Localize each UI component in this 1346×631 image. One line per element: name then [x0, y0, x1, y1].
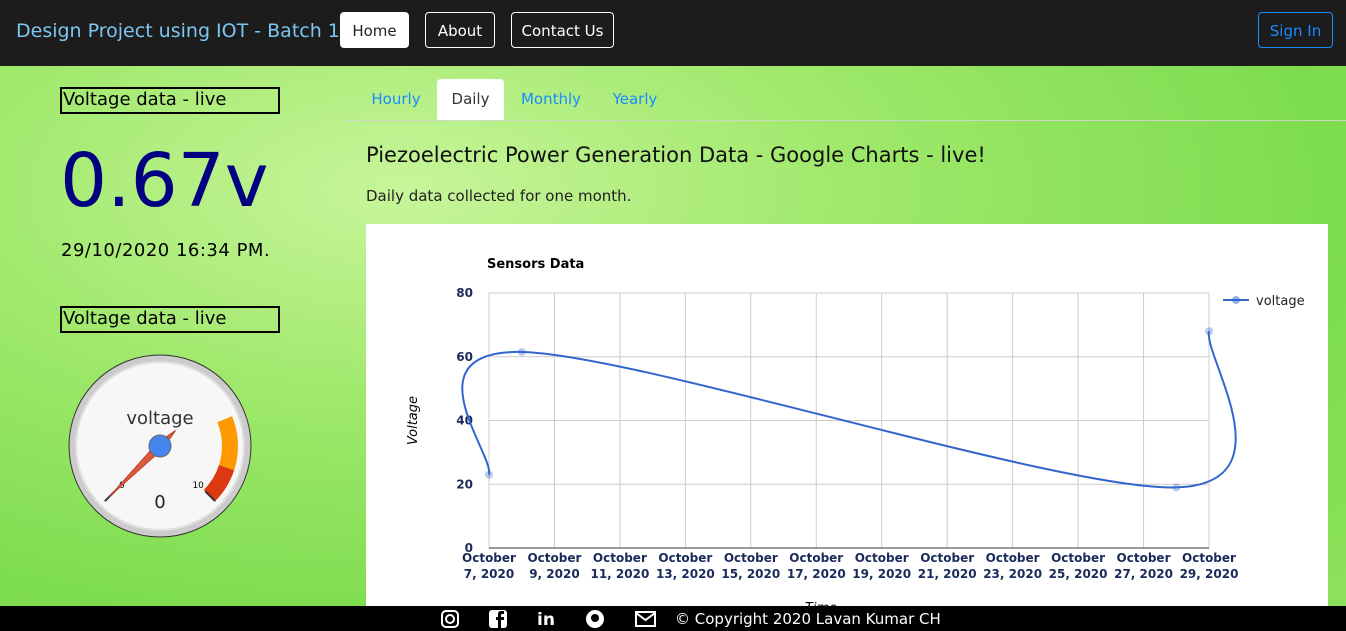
timestamp: 29/10/2020 16:34 PM. — [61, 240, 271, 261]
instagram-icon[interactable] — [441, 610, 459, 628]
data-point — [517, 347, 526, 356]
y-tick-label: 20 — [456, 477, 473, 491]
navbar: Design Project using IOT - Batch 1 Home … — [0, 0, 1346, 66]
chart-title: Sensors Data — [487, 257, 584, 272]
x-tick-label: October 11, 2020 — [590, 551, 650, 581]
x-tick-label: October 15, 2020 — [721, 551, 781, 581]
instagram-icon-lens — [445, 614, 455, 624]
y-tick-label: 60 — [456, 350, 473, 364]
nav-link[interactable]: Contact Us — [511, 12, 614, 48]
x-tick-label: October 7, 2020 — [462, 551, 516, 581]
y-tick-label: 0 — [465, 541, 473, 555]
section-subtitle: Daily data collected for one month. — [366, 187, 632, 205]
sign-in-button[interactable]: Sign In — [1258, 12, 1333, 48]
tab-border — [345, 120, 1346, 121]
x-tick-label: October 23, 2020 — [983, 551, 1043, 581]
tab[interactable]: Hourly — [371, 90, 421, 108]
data-point — [1205, 327, 1213, 336]
gauge-label: voltage — [126, 408, 193, 429]
facebook-glyph — [496, 611, 504, 628]
x-tick-label: October 17, 2020 — [786, 551, 846, 581]
x-tick-label: October 13, 2020 — [655, 551, 715, 581]
y-tick-label: 80 — [456, 286, 473, 300]
linkedin-icon[interactable]: in — [537, 610, 555, 629]
gauge: 0 10 voltage 0 — [68, 354, 252, 538]
gauge-value: 0 — [154, 492, 165, 513]
nav-link[interactable]: Home — [340, 12, 409, 48]
copyright: © Copyright 2020 Lavan Kumar CH — [675, 610, 941, 628]
live-reading: 0.67v — [60, 138, 269, 224]
x-tick-label: October 27, 2020 — [1114, 551, 1173, 581]
social-icons: in — [441, 610, 656, 629]
footer: in © Copyright 2020 Lavan Kumar CH — [0, 606, 1346, 631]
x-axis-title: Time — [805, 601, 837, 606]
y-axis-title: Voltage — [406, 396, 421, 445]
tab[interactable]: Monthly — [520, 90, 582, 108]
brand[interactable]: Design Project using IOT - Batch 1 — [16, 20, 340, 42]
gauge-band — [203, 465, 235, 502]
gauge-band — [217, 416, 238, 471]
chart: Sensors Data020406080VoltageTimevoltage — [406, 257, 1305, 606]
x-tick-label: October 9, 2020 — [527, 551, 582, 581]
panel-heading: Voltage data - live — [60, 306, 280, 333]
mail-icon[interactable] — [635, 611, 656, 627]
legend-label: voltage — [1256, 294, 1305, 309]
line-series — [461, 331, 1237, 489]
legend-swatch-dot — [1232, 296, 1240, 304]
gauge-tick-label: 0 — [119, 481, 125, 491]
tab-active[interactable]: Daily — [437, 79, 504, 120]
x-tick-label: October 29, 2020 — [1179, 551, 1239, 581]
github-glyph — [591, 614, 599, 622]
gauge-tick-label: 10 — [192, 481, 204, 491]
chart-card: Sensors Data020406080VoltageTimevoltage … — [366, 224, 1328, 606]
x-tick-label: October 25, 2020 — [1048, 551, 1108, 581]
x-tick-label: October 19, 2020 — [852, 551, 912, 581]
panel-heading: Voltage data - live — [60, 87, 280, 114]
data-point — [1172, 483, 1181, 492]
gauge-hub — [148, 434, 172, 458]
mail-glyph — [635, 612, 656, 622]
section-title: Piezoelectric Power Generation Data - Go… — [366, 143, 986, 167]
nav-link[interactable]: About — [425, 12, 495, 48]
x-tick-label: October 21, 2020 — [917, 551, 977, 581]
tab[interactable]: Yearly — [612, 90, 658, 108]
data-point — [485, 470, 493, 479]
gauge-tick — [204, 490, 216, 502]
